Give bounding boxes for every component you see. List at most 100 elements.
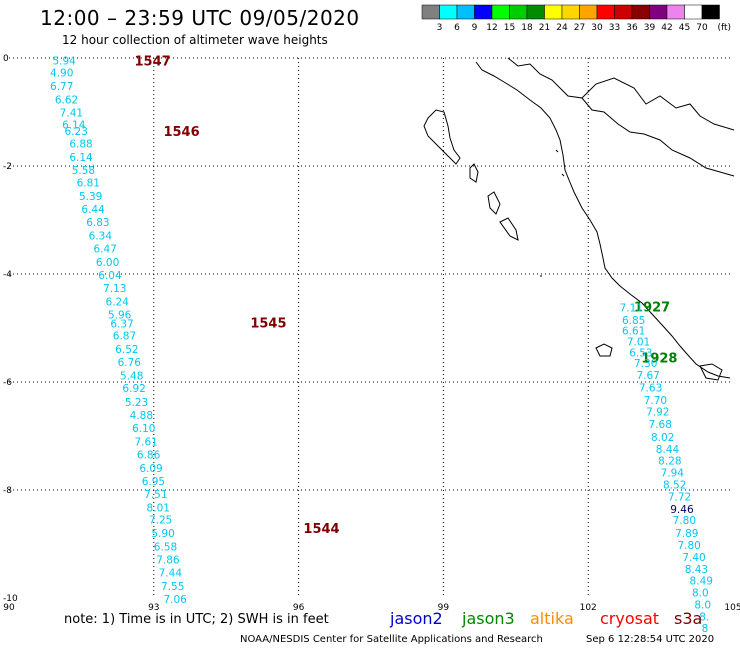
colorbar-label: 12 xyxy=(486,23,497,33)
x-tick-label: 99 xyxy=(438,603,450,613)
colorbar-label: 30 xyxy=(591,23,603,33)
island-small-west xyxy=(469,163,479,183)
colorbar-swatch xyxy=(439,4,458,20)
swh-value-label: 7.89 xyxy=(675,528,698,540)
colorbar-swatch xyxy=(649,4,668,20)
colorbar-label: 36 xyxy=(626,23,638,33)
swh-value-label: 6.23 xyxy=(65,126,88,138)
colorbar-label: 33 xyxy=(609,23,620,33)
swh-value-label: 6.53 xyxy=(629,347,652,359)
colorbar-label: 6 xyxy=(454,23,460,33)
colorbar-label: 42 xyxy=(661,23,672,33)
x-tick-label: 93 xyxy=(148,603,159,613)
swh-value-label: 7.13 xyxy=(103,283,126,295)
colorbar-swatch xyxy=(526,4,545,20)
swh-value-label: 8.0 xyxy=(694,599,711,611)
swh-value-label: 8.49 xyxy=(690,576,713,588)
x-tick-label: 90 xyxy=(3,603,15,613)
swh-value-label: 6.10 xyxy=(132,423,155,435)
swh-value-label: 4.90 xyxy=(50,68,73,80)
swh-value-label: 8.0 xyxy=(692,588,709,600)
pass-number-label: 1928 xyxy=(641,352,677,367)
colorbar-label: 18 xyxy=(521,23,533,33)
swh-value-label: 7.80 xyxy=(673,515,696,527)
swh-value-label: 6.62 xyxy=(55,95,78,107)
swh-value-label: 7.94 xyxy=(661,468,685,480)
colorbar-label: 39 xyxy=(644,23,656,33)
island-south xyxy=(595,343,613,357)
swh-value-label: 7.06 xyxy=(163,594,187,606)
coastline-east xyxy=(507,57,735,177)
swh-value-label: 6.47 xyxy=(93,244,116,256)
swh-value-label: 4.88 xyxy=(130,410,153,422)
swh-value-label: 6.09 xyxy=(139,463,162,475)
swh-value-label: 7.61 xyxy=(134,436,157,448)
swh-value-label: 8.28 xyxy=(658,455,681,467)
swh-value-label: 6.77 xyxy=(50,81,73,93)
page-subtitle: 12 hour collection of altimeter wave hei… xyxy=(62,33,328,47)
y-tick-label: 0 xyxy=(3,54,9,64)
colorbar-swatch xyxy=(474,4,493,20)
colorbar-swatch xyxy=(579,4,598,20)
colorbar-swatch xyxy=(544,4,563,20)
pass-number-label: 1927 xyxy=(634,300,670,315)
x-tick-label: 102 xyxy=(580,603,597,613)
swh-value-label: 6.14 xyxy=(62,119,86,131)
swh-value-label: 7.72 xyxy=(668,491,691,503)
swh-value-label: 7.11 xyxy=(620,302,643,314)
swh-value-label: 6.81 xyxy=(77,178,100,190)
colorbar-swatch xyxy=(701,4,720,20)
swh-value-label: 9.46 xyxy=(670,504,694,516)
swh-value-label: 7.55 xyxy=(161,581,184,593)
swh-value-label: 6.83 xyxy=(86,217,109,229)
colorbar-label: 3 xyxy=(437,23,443,33)
swh-value-label: 6.24 xyxy=(106,297,130,309)
swh-value-label: 6.92 xyxy=(122,383,145,395)
swh-value-label: 6.00 xyxy=(96,257,119,269)
swh-value-label: 7.67 xyxy=(636,370,659,382)
y-tick-label: -8 xyxy=(3,486,12,496)
y-tick-label: -10 xyxy=(3,594,18,604)
swh-value-label: 5.23 xyxy=(125,397,148,409)
swh-value-label: 6.88 xyxy=(69,138,92,150)
swh-value-label: 7.30 xyxy=(634,358,657,370)
pass-number-label: 1546 xyxy=(163,125,199,140)
colorbar-swatch xyxy=(491,4,510,20)
colorbar-label: 27 xyxy=(574,23,585,33)
colorbar-swatch xyxy=(421,4,440,20)
lat-lon-grid: 90 93 96 99 102 105 0 -2 -4 -6 -8 -10 xyxy=(3,54,740,613)
x-tick-label: 105 xyxy=(724,603,740,613)
swh-value-label: 8.43 xyxy=(685,564,708,576)
coastline-east-bay xyxy=(581,77,735,131)
swh-value-label: 7.92 xyxy=(646,407,669,419)
colorbar-swatch xyxy=(561,4,580,20)
swh-value-label: 7.51 xyxy=(144,489,167,501)
colorbar-unit: (ft) xyxy=(718,23,732,33)
swh-value-label: 7.25 xyxy=(149,515,172,527)
swh-value-label: 7.01 xyxy=(627,337,650,349)
swh-value-label: 6.44 xyxy=(81,204,105,216)
pass-number-label: 1544 xyxy=(303,522,339,537)
colorbar-label: 9 xyxy=(472,23,478,33)
swh-value-label: 5.58 xyxy=(72,165,95,177)
swh-values: 5.944.906.776.627.416.146.236.886.145.58… xyxy=(50,56,713,636)
swh-value-label: 6.14 xyxy=(69,152,93,164)
swh-value-label: 6.52 xyxy=(115,344,138,356)
y-tick-label: -4 xyxy=(3,270,12,280)
swh-value-label: 7.41 xyxy=(60,108,83,120)
colorbar-swatch xyxy=(456,4,475,20)
island-chain xyxy=(487,191,519,241)
swh-value-label: 7.68 xyxy=(649,419,672,431)
islet-dots xyxy=(540,149,565,277)
legend-cryosat: cryosat xyxy=(600,609,660,628)
colorbar-swatch xyxy=(684,4,703,20)
swh-value-label: 5.48 xyxy=(120,371,143,383)
swh-value-label: 7.63 xyxy=(639,382,662,394)
coastline-mainland xyxy=(475,61,731,379)
swh-value-label: 6.85 xyxy=(622,315,645,327)
coastline xyxy=(423,57,735,381)
colorbar-label: 24 xyxy=(556,23,568,33)
colorbar-swatch xyxy=(509,4,528,20)
legend-jason2: jason2 xyxy=(390,609,443,628)
